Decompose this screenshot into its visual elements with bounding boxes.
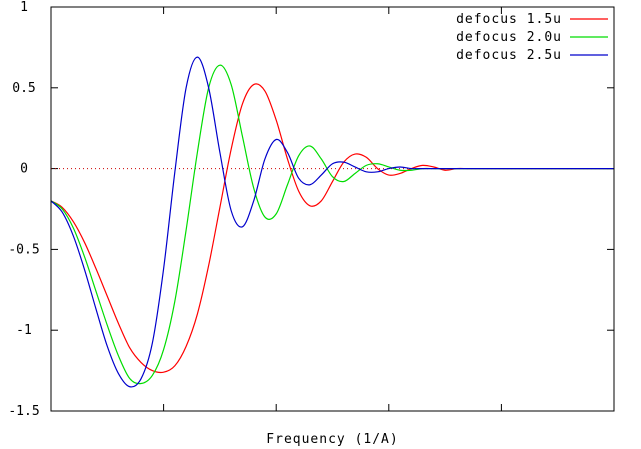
y-tick-label-1: 0.5 — [12, 81, 35, 96]
legend-label-0: defocus 1.5u — [456, 12, 562, 27]
legend: defocus 1.5u defocus 2.0u defocus 2.5u — [456, 12, 608, 63]
series-line-2 — [50, 56, 614, 388]
series-line-0 — [50, 83, 614, 374]
x-axis-label: Frequency (1/A) — [266, 432, 398, 447]
y-tick-label-2: 0 — [20, 162, 28, 177]
y-tick-label-3: -0.5 — [8, 242, 39, 257]
legend-label-1: defocus 2.0u — [456, 30, 562, 45]
y-tick-label-5: -1.5 — [8, 404, 39, 419]
y-tick-label-4: -1 — [16, 323, 32, 338]
plot-frame — [50, 6, 615, 412]
series-lines — [50, 56, 614, 388]
series-line-1 — [50, 64, 614, 385]
y-tick-labels: 1 0.5 0 -0.5 -1 -1.5 — [8, 0, 39, 419]
y-tick-label-0: 1 — [20, 0, 28, 15]
axis-ticks — [50, 6, 615, 412]
legend-label-2: defocus 2.5u — [456, 48, 562, 63]
